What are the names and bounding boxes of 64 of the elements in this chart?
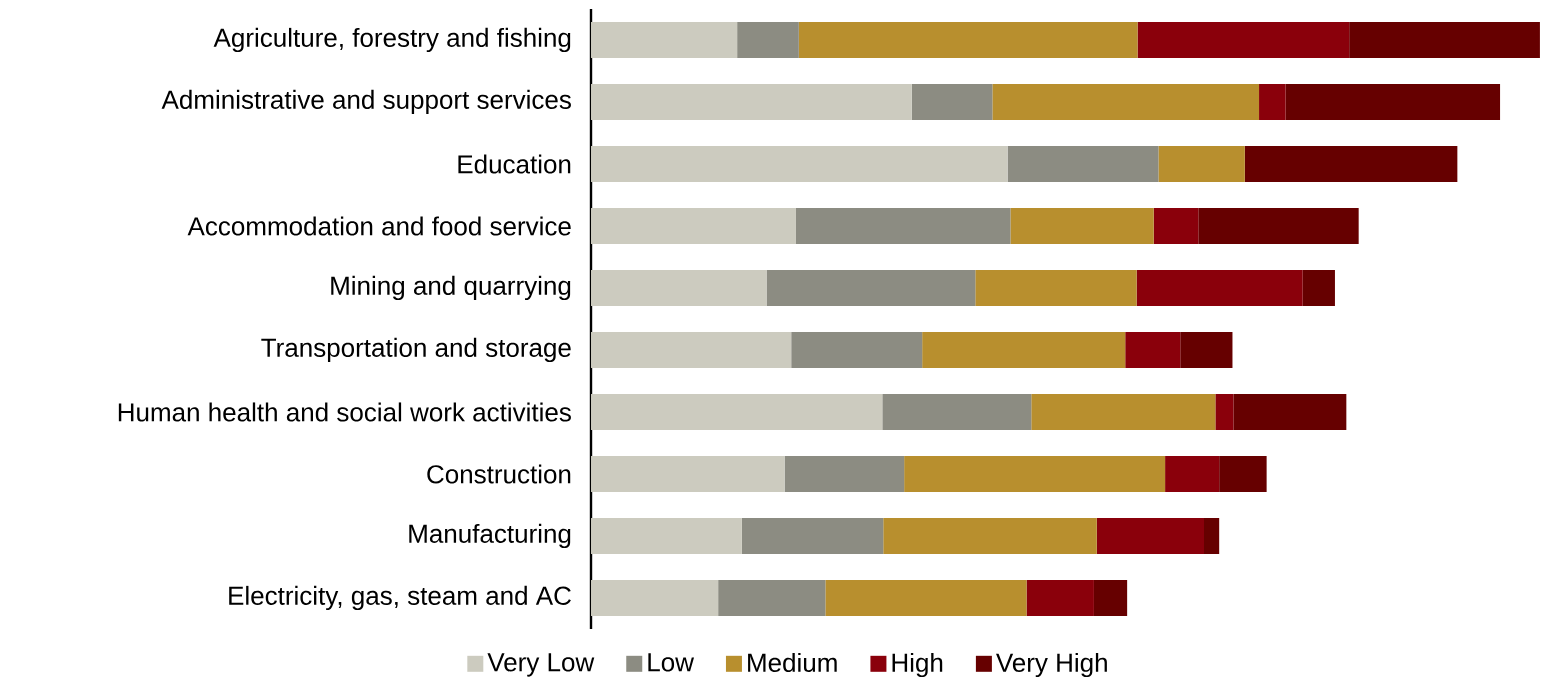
y-tick-label: Agriculture, forestry and fishing bbox=[213, 27, 571, 53]
y-tick-label: Transportation and storage bbox=[261, 337, 571, 363]
bar bbox=[591, 207, 796, 244]
bar bbox=[591, 580, 719, 616]
bar bbox=[798, 22, 1138, 58]
bar bbox=[591, 22, 738, 58]
bar bbox=[911, 84, 993, 120]
bar bbox=[1349, 22, 1540, 58]
bar bbox=[1180, 331, 1233, 368]
bar bbox=[883, 517, 1097, 554]
legend-label: Very High bbox=[996, 652, 1107, 678]
bar bbox=[922, 331, 1126, 368]
bar bbox=[1136, 270, 1303, 306]
bar bbox=[1096, 517, 1205, 554]
bar bbox=[1285, 84, 1501, 120]
legend-label: High bbox=[892, 652, 943, 678]
bar bbox=[791, 331, 923, 368]
y-tick-label: Administrative and support services bbox=[161, 89, 571, 115]
bar bbox=[591, 331, 792, 368]
y-tick-label: Mining and quarrying bbox=[331, 275, 571, 301]
bar bbox=[591, 517, 742, 554]
bar bbox=[1219, 455, 1267, 492]
bar bbox=[1031, 394, 1216, 430]
bar bbox=[1026, 580, 1094, 616]
bar bbox=[766, 270, 976, 306]
bar bbox=[1259, 84, 1286, 120]
bar bbox=[795, 207, 1011, 244]
bar bbox=[591, 394, 883, 430]
bar bbox=[825, 580, 1027, 616]
bar bbox=[1244, 146, 1458, 182]
bar bbox=[904, 455, 1166, 492]
bar bbox=[591, 270, 767, 306]
y-tick-label: Manufacturing bbox=[409, 523, 571, 549]
bar bbox=[1233, 394, 1347, 430]
bar bbox=[1302, 270, 1335, 306]
legend-label: Very Low bbox=[487, 653, 595, 677]
y-tick-label: Human health and social work activities bbox=[118, 402, 571, 422]
bar bbox=[1153, 207, 1199, 244]
bar bbox=[737, 22, 799, 58]
legend-label: Medium bbox=[748, 652, 837, 672]
legend-label: Low bbox=[648, 653, 695, 672]
y-tick-label: Electricity, gas, steam and AC bbox=[229, 585, 571, 611]
bar bbox=[1204, 517, 1220, 554]
bar bbox=[1215, 394, 1234, 430]
bar bbox=[784, 455, 905, 492]
bar bbox=[1125, 331, 1181, 368]
bar bbox=[1165, 455, 1220, 492]
bar bbox=[1010, 207, 1154, 244]
bar bbox=[1137, 22, 1350, 58]
y-tick-label: Accommodation and food service bbox=[187, 216, 571, 236]
bar bbox=[741, 517, 884, 554]
y-tick-label: Education bbox=[458, 154, 571, 174]
bar bbox=[882, 394, 1032, 430]
bar bbox=[1158, 146, 1245, 182]
bar bbox=[591, 84, 912, 120]
bar bbox=[591, 146, 1008, 182]
bar bbox=[1198, 207, 1359, 244]
bar bbox=[975, 270, 1137, 306]
bar bbox=[1007, 146, 1159, 182]
bar bbox=[718, 580, 826, 616]
bar bbox=[1093, 580, 1128, 616]
bar bbox=[992, 84, 1260, 120]
y-tick-label: Construction bbox=[427, 464, 571, 484]
bar bbox=[591, 455, 785, 492]
